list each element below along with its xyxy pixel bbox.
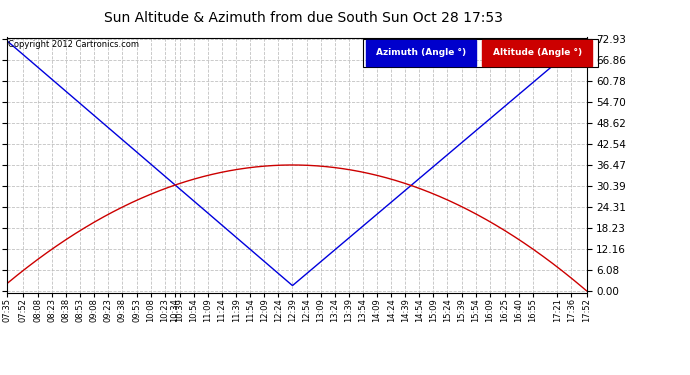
FancyBboxPatch shape <box>366 40 476 66</box>
FancyBboxPatch shape <box>482 40 592 66</box>
Text: Altitude (Angle °): Altitude (Angle °) <box>493 48 582 57</box>
Text: Sun Altitude & Azimuth from due South Sun Oct 28 17:53: Sun Altitude & Azimuth from due South Su… <box>104 11 503 25</box>
Text: Copyright 2012 Cartronics.com: Copyright 2012 Cartronics.com <box>8 40 139 49</box>
Text: Azimuth (Angle °): Azimuth (Angle °) <box>376 48 466 57</box>
